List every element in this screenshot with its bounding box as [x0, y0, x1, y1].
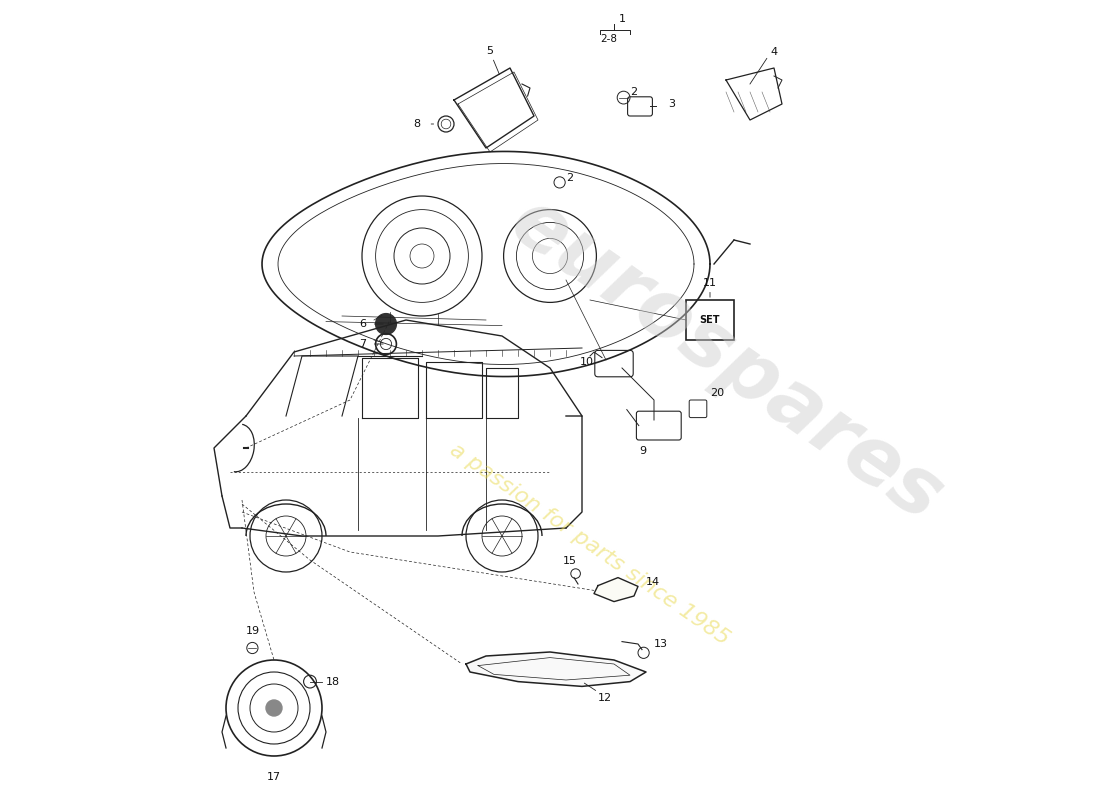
Text: 15: 15 — [563, 557, 578, 566]
Circle shape — [375, 314, 396, 334]
Text: 1: 1 — [619, 14, 626, 24]
Text: 2-8: 2-8 — [601, 34, 617, 44]
Text: 2: 2 — [630, 87, 637, 97]
Text: 7: 7 — [359, 339, 366, 349]
Text: a passion for parts since 1985: a passion for parts since 1985 — [447, 439, 734, 649]
Text: eurospares: eurospares — [495, 182, 957, 538]
Text: SET: SET — [700, 315, 720, 325]
Text: 5: 5 — [486, 46, 494, 56]
Text: 20: 20 — [710, 388, 724, 398]
Text: 18: 18 — [326, 677, 340, 686]
Text: 17: 17 — [267, 772, 282, 782]
Polygon shape — [466, 652, 646, 686]
Text: 8: 8 — [414, 119, 420, 129]
Text: 3: 3 — [669, 99, 675, 109]
Text: 10: 10 — [580, 357, 594, 366]
Text: 13: 13 — [654, 639, 668, 649]
Text: 6: 6 — [359, 319, 366, 329]
Text: 4: 4 — [770, 47, 777, 57]
Circle shape — [266, 700, 282, 716]
Text: 9: 9 — [639, 446, 647, 456]
Text: 14: 14 — [646, 578, 660, 587]
Text: 12: 12 — [598, 693, 612, 702]
Text: 11: 11 — [703, 278, 717, 288]
Text: 2: 2 — [566, 173, 573, 182]
Text: 19: 19 — [245, 626, 260, 636]
Polygon shape — [594, 578, 638, 602]
